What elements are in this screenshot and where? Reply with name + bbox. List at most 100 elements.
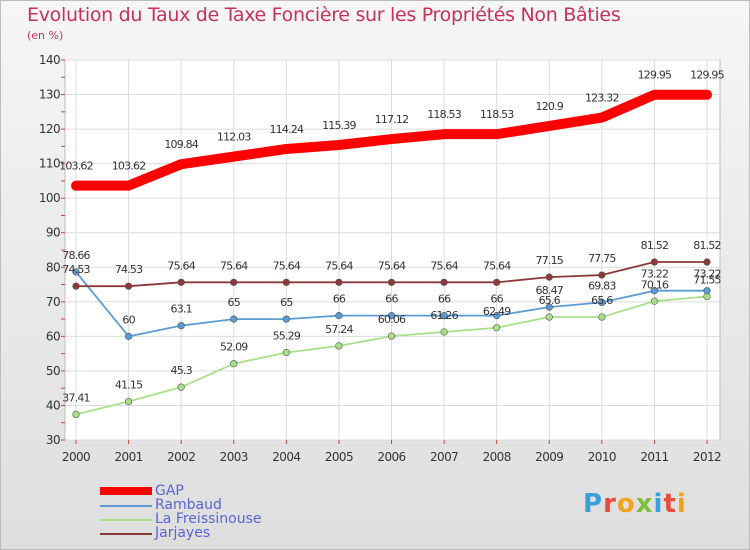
data-label: 129.95 bbox=[638, 69, 672, 82]
data-label: 75.64 bbox=[167, 259, 195, 272]
y-tick-label: 100 bbox=[39, 191, 60, 205]
logo-letter: r bbox=[603, 489, 617, 519]
chart-title: Evolution du Taux de Taxe Foncière sur l… bbox=[27, 4, 621, 26]
legend-item-gap: GAP bbox=[100, 483, 300, 499]
legend-item-jarjayes: Jarjayes bbox=[100, 525, 300, 541]
data-point bbox=[703, 258, 711, 266]
data-label: 78.66 bbox=[62, 249, 90, 262]
y-tick-label: 70 bbox=[46, 295, 60, 309]
legend-label-rambaud: Rambaud bbox=[155, 497, 222, 513]
proxiti-logo: Proxiti bbox=[583, 489, 687, 519]
data-label: 70.16 bbox=[641, 278, 669, 291]
data-label: 57.24 bbox=[325, 323, 353, 336]
data-point bbox=[230, 278, 238, 286]
data-label: 120.9 bbox=[536, 100, 564, 113]
series-line-gap bbox=[71, 89, 712, 191]
data-point bbox=[72, 268, 80, 276]
legend-item-rambaud: Rambaud bbox=[100, 497, 300, 513]
data-label: 65 bbox=[280, 296, 293, 309]
data-label: 81.52 bbox=[693, 239, 721, 252]
data-point bbox=[598, 298, 606, 307]
data-label: 52.09 bbox=[220, 341, 248, 354]
data-point bbox=[545, 303, 553, 311]
data-label: 65.6 bbox=[591, 294, 613, 307]
x-tick-label: 2003 bbox=[220, 450, 248, 464]
legend-label-la-freissinouse: La Freissinouse bbox=[155, 511, 262, 527]
data-label: 68.47 bbox=[536, 284, 564, 297]
y-tick-label: 120 bbox=[39, 122, 60, 136]
plot-area bbox=[64, 59, 721, 441]
data-point bbox=[493, 324, 501, 332]
legend-swatch-gap bbox=[100, 487, 152, 495]
data-label: 75.64 bbox=[430, 259, 458, 272]
y-tick-label: 60 bbox=[46, 329, 60, 343]
data-label: 75.64 bbox=[483, 259, 511, 272]
data-label: 123.32 bbox=[585, 92, 619, 105]
data-point bbox=[650, 297, 659, 305]
data-label: 117.12 bbox=[375, 113, 409, 126]
x-tick-label: 2005 bbox=[325, 450, 353, 464]
data-label: 118.53 bbox=[427, 108, 461, 121]
data-label: 60 bbox=[122, 313, 135, 326]
data-point bbox=[72, 410, 80, 419]
y-tick-label: 40 bbox=[46, 398, 60, 412]
data-label: 66 bbox=[333, 293, 346, 306]
data-label: 109.84 bbox=[164, 138, 198, 151]
data-point bbox=[124, 282, 133, 290]
data-label: 66 bbox=[385, 293, 398, 306]
y-tick-label: 30 bbox=[46, 433, 60, 447]
y-tick-label: 130 bbox=[39, 88, 60, 102]
y-tick-label: 140 bbox=[39, 53, 60, 67]
x-tick-label: 2004 bbox=[272, 450, 300, 464]
data-point bbox=[335, 278, 343, 286]
y-tick-label: 50 bbox=[46, 364, 60, 378]
data-point bbox=[650, 258, 659, 266]
x-tick-label: 2000 bbox=[62, 450, 90, 464]
y-tick-label: 90 bbox=[46, 226, 60, 240]
data-point bbox=[493, 278, 501, 286]
data-point bbox=[493, 312, 501, 320]
data-point bbox=[177, 383, 185, 391]
data-label: 66 bbox=[438, 293, 451, 306]
data-label: 103.62 bbox=[59, 160, 93, 173]
data-label: 41.15 bbox=[115, 378, 143, 391]
x-tick-label: 2011 bbox=[640, 450, 668, 464]
data-point bbox=[72, 282, 80, 290]
data-point bbox=[124, 332, 133, 340]
data-label: 75.64 bbox=[220, 259, 248, 272]
data-point bbox=[650, 287, 659, 295]
x-tick-label: 2006 bbox=[377, 450, 405, 464]
data-label: 45.3 bbox=[171, 364, 193, 377]
data-point bbox=[230, 315, 238, 323]
x-tick-label: 2010 bbox=[588, 450, 616, 464]
data-label: 71.55 bbox=[693, 273, 721, 286]
data-point bbox=[387, 332, 396, 340]
data-point bbox=[703, 287, 711, 295]
data-label: 63.1 bbox=[171, 303, 192, 316]
data-point bbox=[387, 278, 396, 286]
logo-letter: o bbox=[616, 489, 636, 519]
y-tick-label: 80 bbox=[46, 260, 60, 274]
x-tick-label: 2002 bbox=[167, 450, 195, 464]
data-label: 129.95 bbox=[690, 69, 724, 82]
data-label: 75.64 bbox=[273, 259, 301, 272]
data-point bbox=[282, 278, 290, 286]
data-point bbox=[598, 313, 606, 321]
data-point bbox=[177, 322, 185, 330]
legend-item-la-freissinouse: La Freissinouse bbox=[100, 511, 300, 527]
legend-label-gap: GAP bbox=[155, 483, 184, 499]
data-label: 69.83 bbox=[588, 279, 616, 292]
data-point bbox=[440, 328, 448, 336]
data-point bbox=[440, 278, 448, 286]
data-label: 77.15 bbox=[536, 254, 564, 267]
data-label: 103.62 bbox=[112, 160, 146, 173]
x-tick-label: 2012 bbox=[693, 450, 721, 464]
data-label: 73.22 bbox=[641, 268, 669, 281]
data-label: 65 bbox=[228, 296, 241, 309]
x-tick-label: 2008 bbox=[483, 450, 511, 464]
data-label: 74.53 bbox=[115, 263, 143, 276]
data-label: 115.39 bbox=[322, 119, 356, 132]
data-label: 74.53 bbox=[62, 263, 90, 276]
data-point bbox=[230, 360, 238, 368]
data-point bbox=[335, 342, 343, 350]
